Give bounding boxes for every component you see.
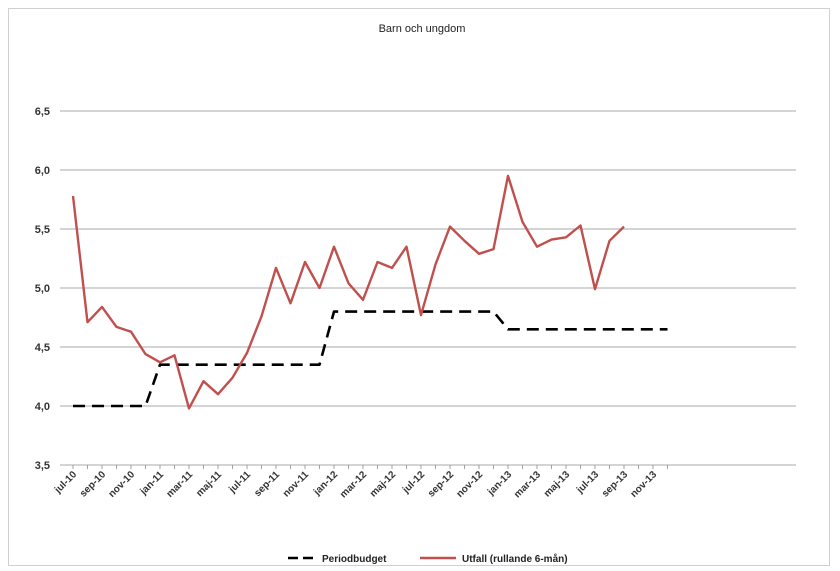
y-tick-label: 6,5 bbox=[35, 106, 50, 118]
series-line-periodbudget bbox=[73, 310, 668, 408]
x-tick-label: nov-10 bbox=[107, 469, 138, 500]
legend-label-periodbudget: Periodbudget bbox=[322, 554, 387, 565]
y-tick-label: 6,0 bbox=[35, 165, 50, 177]
x-tick-label: mar-13 bbox=[512, 469, 543, 500]
y-tick-label: 5,5 bbox=[35, 224, 50, 236]
y-tick-label: 4,0 bbox=[35, 401, 50, 413]
series-lines bbox=[71, 174, 668, 410]
series-line-utfall bbox=[71, 174, 625, 410]
chart-title: Barn och ungdom bbox=[379, 23, 466, 35]
x-tick-label: jan-11 bbox=[138, 469, 167, 498]
x-tick-label: sep-10 bbox=[78, 469, 108, 499]
chart-frame bbox=[8, 8, 830, 566]
x-tick-label: maj-13 bbox=[542, 469, 572, 499]
legend-label-utfall: Utfall (rullande 6-mån) bbox=[462, 553, 568, 565]
x-tick-label: maj-12 bbox=[368, 469, 398, 499]
y-tick-label: 5,0 bbox=[35, 283, 50, 295]
x-tick-label: maj-11 bbox=[194, 469, 224, 499]
x-tick-label: sep-11 bbox=[252, 469, 282, 499]
gridlines bbox=[60, 110, 796, 466]
x-tick-label: jul-12 bbox=[400, 469, 427, 496]
x-tick-label: nov-12 bbox=[455, 469, 486, 500]
x-tick-label: jan-12 bbox=[311, 469, 340, 498]
x-tick-label: sep-12 bbox=[426, 469, 456, 499]
x-tick-label: mar-11 bbox=[165, 469, 196, 500]
x-tick-label: jul-13 bbox=[574, 469, 601, 496]
x-tick-label: nov-11 bbox=[281, 469, 311, 499]
y-tick-label: 4,5 bbox=[35, 342, 50, 354]
x-tick-label: jan-13 bbox=[485, 469, 514, 498]
x-tick-label: sep-13 bbox=[600, 469, 630, 499]
x-tick-label: jul-11 bbox=[227, 469, 254, 496]
x-tick-label: nov-13 bbox=[629, 469, 660, 500]
x-tick-label: jul-10 bbox=[52, 469, 79, 496]
y-tick-label: 3,5 bbox=[35, 460, 50, 472]
y-axis-ticks: 3,5 4,0 4,5 5,0 5,5 6,0 6,5 bbox=[35, 106, 50, 472]
x-tick-label: mar-12 bbox=[338, 469, 369, 500]
legend: Periodbudget Utfall (rullande 6-mån) bbox=[288, 553, 568, 565]
